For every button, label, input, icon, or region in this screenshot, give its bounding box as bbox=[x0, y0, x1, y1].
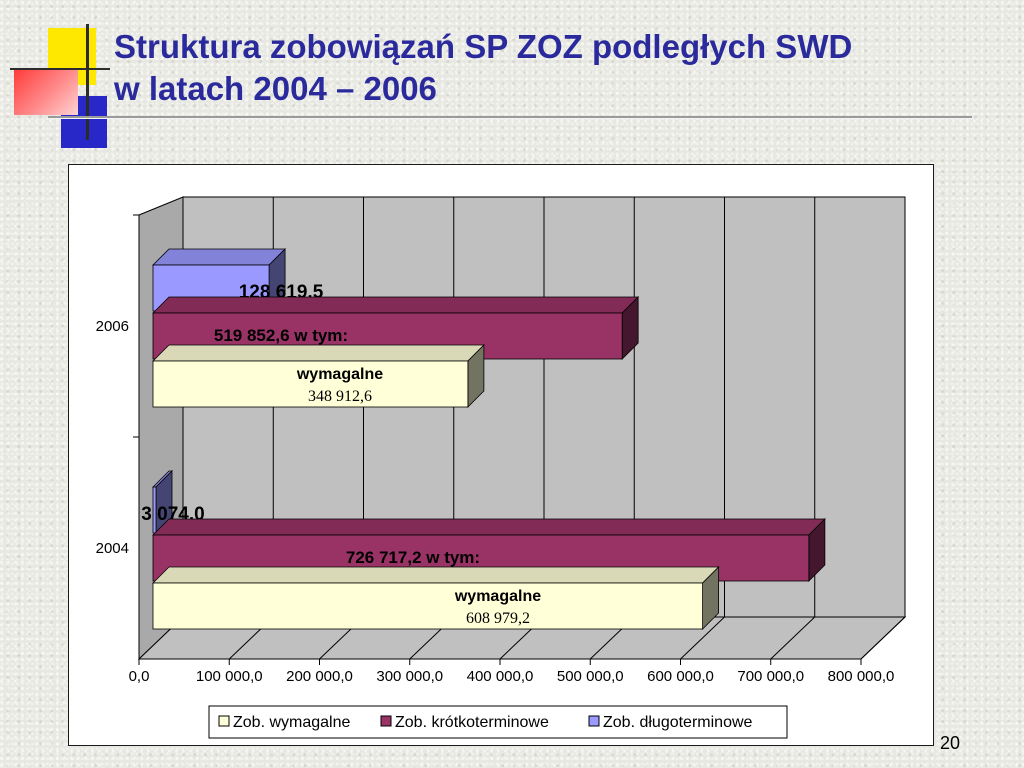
floor-gridline-7 bbox=[770, 616, 816, 660]
data-label-1-1: 519 852,6 w tym: bbox=[214, 326, 348, 345]
slide-title-line-2: w latach 2004 – 2006 bbox=[114, 70, 437, 107]
legend-swatch-1 bbox=[380, 715, 392, 727]
x-tick-label-5: 500 000,0 bbox=[557, 668, 624, 685]
data-label-0-1-line2: 348 912,6 bbox=[308, 388, 372, 405]
legend-swatch-0 bbox=[218, 715, 230, 727]
slide-title-line-1: Struktura zobowiązań SP ZOZ podległych S… bbox=[114, 28, 853, 65]
legend-label-0: Zob. wymagalne bbox=[233, 714, 350, 731]
slide-title: Struktura zobowiązań SP ZOZ podległych S… bbox=[114, 26, 852, 110]
data-label-0-0-line1: wymagalne bbox=[454, 588, 541, 605]
data-label-0-0-line2: 608 979,2 bbox=[466, 610, 530, 627]
legend-label-2: Zob. długoterminowe bbox=[603, 714, 753, 731]
x-tick-label-4: 400 000,0 bbox=[467, 668, 534, 685]
bar-top-2-1 bbox=[152, 248, 287, 266]
decor-vertical-line bbox=[86, 24, 89, 140]
title-divider-highlight bbox=[48, 118, 972, 119]
bar-top-0-0 bbox=[152, 566, 720, 584]
x-tick-label-0: 0,0 bbox=[129, 668, 150, 685]
data-label-1-0: 726 717,2 w tym: bbox=[346, 548, 480, 567]
y-tick-label-2006: 2006 bbox=[96, 318, 129, 335]
legend-label-1: Zob. krótkoterminowe bbox=[395, 714, 549, 731]
bar-top-1-0 bbox=[152, 518, 826, 536]
x-tick-label-7: 700 000,0 bbox=[737, 668, 804, 685]
bar-0-0 bbox=[152, 582, 704, 630]
bar-0-1 bbox=[152, 360, 469, 408]
floor-gridline-8 bbox=[860, 616, 906, 660]
legend-box bbox=[208, 705, 788, 739]
chart-frame: 0,0 100 000,0 200 000,0 300 000,0 400 000,0 5… bbox=[68, 164, 934, 746]
bar-top-0-1 bbox=[152, 344, 485, 362]
floor-gridline-6 bbox=[680, 616, 725, 660]
x-tick-label-3: 300 000,0 bbox=[376, 668, 443, 685]
y-tick-label-2004: 2004 bbox=[96, 540, 129, 557]
title-divider bbox=[48, 116, 972, 119]
decor-red-square bbox=[14, 69, 78, 115]
decor-horizontal-line bbox=[10, 68, 110, 70]
data-label-0-1-line1: wymagalne bbox=[296, 366, 383, 383]
page-number: 20 bbox=[940, 733, 961, 753]
bar-top-1-1 bbox=[152, 296, 640, 314]
x-tick-label-8: 800 000,0 bbox=[828, 668, 895, 685]
x-tick-label-1: 100 000,0 bbox=[196, 668, 263, 685]
legend-swatch-2 bbox=[588, 715, 600, 727]
x-tick-label-6: 600 000,0 bbox=[647, 668, 714, 685]
x-tick-label-2: 200 000,0 bbox=[286, 668, 353, 685]
bar-chart: 0,0 100 000,0 200 000,0 300 000,0 400 000,0 5… bbox=[96, 196, 907, 739]
